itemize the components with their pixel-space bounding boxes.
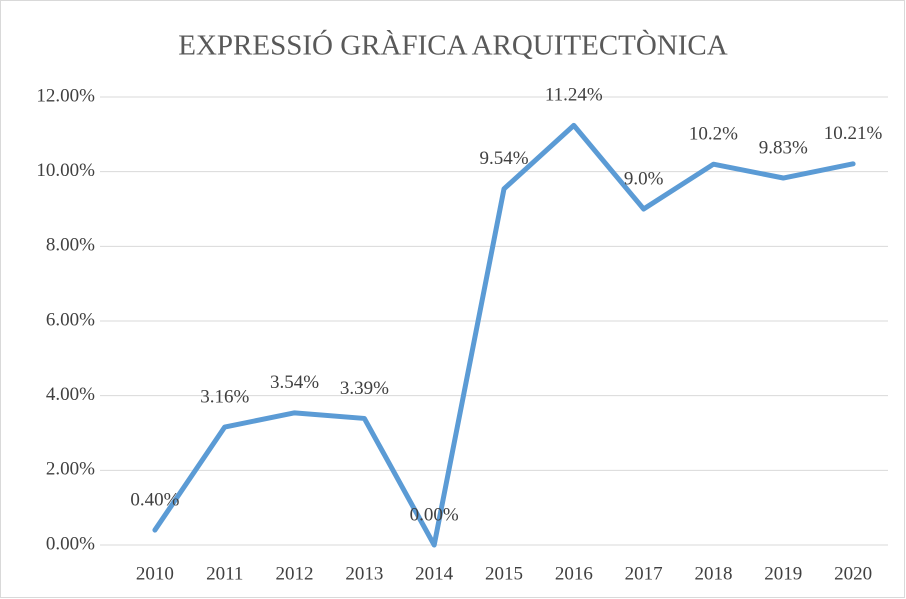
data-label: 9.83%	[759, 137, 808, 158]
y-tick-label: 10.00%	[36, 160, 95, 181]
y-tick-label: 6.00%	[46, 309, 95, 330]
x-tick-label: 2015	[485, 563, 523, 584]
x-tick-label: 2011	[206, 563, 243, 584]
y-tick-label: 8.00%	[46, 235, 95, 256]
x-tick-label: 2017	[625, 563, 663, 584]
chart-title: EXPRESSIÓ GRÀFICA ARQUITECTÒNICA	[178, 29, 727, 62]
x-tick-label: 2014	[415, 563, 454, 584]
x-tick-label: 2013	[345, 563, 383, 584]
data-label: 0.00%	[410, 504, 459, 525]
data-label: 0.40%	[130, 489, 179, 510]
x-tick-label: 2020	[834, 563, 872, 584]
data-label: 10.21%	[824, 123, 883, 144]
x-tick-label: 2016	[555, 563, 593, 584]
x-tick-label: 2019	[764, 563, 802, 584]
data-label: 10.2%	[689, 124, 738, 145]
data-label: 9.0%	[624, 168, 664, 189]
y-tick-label: 4.00%	[46, 384, 95, 405]
line	[152, 122, 856, 548]
data-label: 11.24%	[545, 85, 603, 106]
data-label: 9.54%	[479, 148, 528, 169]
y-tick-label: 12.00%	[36, 85, 95, 106]
data-label: 3.54%	[270, 372, 319, 393]
x-tick-label: 2018	[694, 563, 732, 584]
x-tick-label: 2010	[136, 563, 174, 584]
y-tick-label: 0.00%	[46, 533, 95, 554]
y-tick-label: 2.00%	[46, 459, 95, 480]
data-label: 3.16%	[200, 386, 249, 407]
x-tick-label: 2012	[276, 563, 314, 584]
data-label: 3.39%	[340, 378, 389, 399]
